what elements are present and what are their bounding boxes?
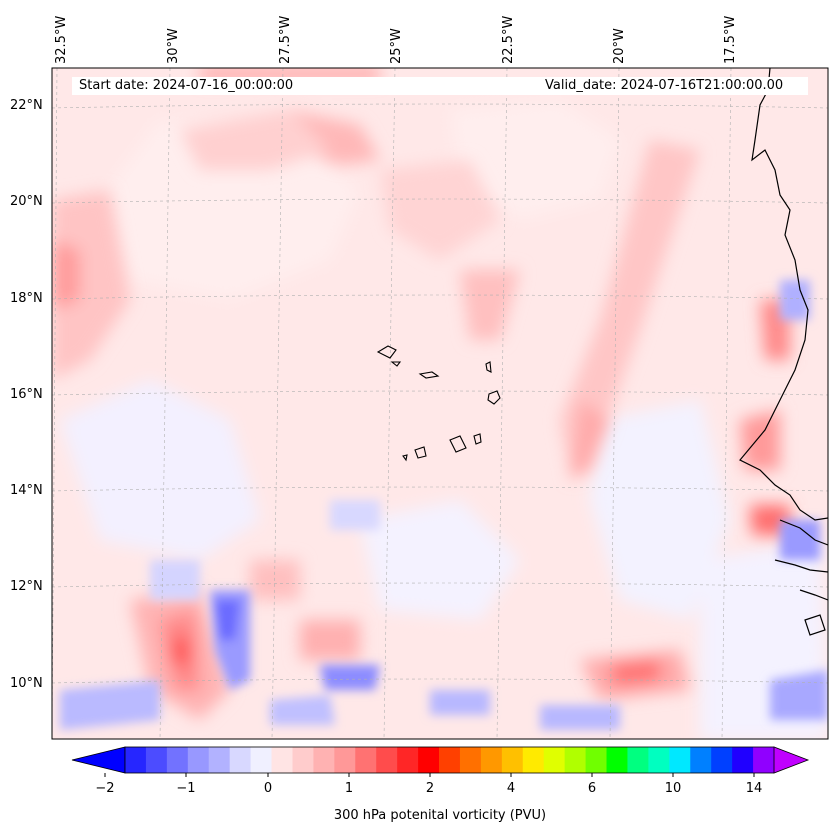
- lon-label-27-5w: 27.5°W: [278, 15, 293, 64]
- lon-label-25w: 25°W: [389, 28, 404, 64]
- colorbar-max-extend: [773, 746, 810, 774]
- colorbar-swatch: [585, 747, 608, 773]
- lat-label-20n: 20°N: [10, 194, 43, 209]
- colorbar-tick-label: −1: [176, 781, 196, 796]
- pv-field-positive-areas: [52, 68, 790, 720]
- colorbar-swatch: [397, 747, 419, 773]
- cape-verde-islands: [376, 345, 501, 462]
- colorbar-swatch: [480, 747, 503, 773]
- colorbar-frame: [124, 746, 775, 774]
- colorbar-swatch: [271, 747, 293, 773]
- colorbar-swatch: [376, 747, 398, 773]
- colorbar-swatch: [543, 747, 566, 773]
- colorbar-swatch: [125, 747, 147, 773]
- colorbar-swatch: [355, 747, 377, 773]
- date-banner: [72, 77, 808, 95]
- lat-label-18n: 18°N: [10, 291, 43, 306]
- start-date-label: Start date: 2024-07-16_00:00:00: [79, 78, 294, 93]
- lon-label-17-5w: 17.5°W: [723, 15, 738, 64]
- colorbar-swatch: [522, 747, 545, 773]
- lon-label-20w: 20°W: [612, 28, 627, 64]
- colorbar-swatch: [753, 747, 775, 773]
- colorbar-tick-label: 4: [506, 781, 516, 796]
- colorbar-swatch: [208, 747, 231, 773]
- colorbar-swatch: [250, 747, 273, 773]
- colorbar-tick-label: 6: [587, 781, 597, 796]
- colorbar-swatch: [711, 747, 733, 773]
- colorbar-swatch: [732, 747, 754, 773]
- colorbar-swatch: [501, 747, 524, 773]
- colorbar-swatch: [292, 747, 314, 773]
- lat-label-22n: 22°N: [10, 98, 43, 113]
- graticule: [52, 68, 828, 739]
- colorbar-swatch: [564, 747, 587, 773]
- colorbar-swatch: [187, 747, 210, 773]
- lon-label-22-5w: 22.5°W: [501, 15, 516, 64]
- colorbar-swatch: [334, 747, 356, 773]
- colorbar-swatch: [606, 747, 628, 773]
- colorbar-swatch: [166, 747, 189, 773]
- colorbar-swatch: [690, 747, 712, 773]
- colorbar-swatch: [229, 747, 252, 773]
- lat-label-16n: 16°N: [10, 387, 43, 402]
- map-frame: [51, 67, 829, 740]
- colorbar-swatch: [418, 747, 440, 773]
- colorbar-swatch: [627, 747, 649, 773]
- lon-label-32-5w: 32.5°W: [54, 15, 69, 64]
- colorbar-swatch: [669, 747, 691, 773]
- lat-label-14n: 14°N: [10, 483, 43, 498]
- colorbar-tick-label: −2: [95, 781, 115, 796]
- colorbar-tick-label: 1: [344, 781, 354, 796]
- lat-label-12n: 12°N: [10, 579, 43, 594]
- colorbar-swatch: [459, 747, 482, 773]
- colorbar-swatch: [648, 747, 670, 773]
- colorbar-min-extend: [71, 746, 126, 774]
- valid-date-label: Valid_date: 2024-07-16T21:00:00.00: [545, 78, 784, 93]
- coastline: [739, 68, 828, 636]
- colorbar-swatch: [313, 747, 335, 773]
- colorbar: [71, 746, 810, 777]
- colorbar-swatch: [439, 747, 461, 773]
- colorbar-tick-label: 14: [745, 781, 763, 796]
- colorbar-tick-label: 0: [263, 781, 273, 796]
- lon-label-30w: 30°W: [166, 28, 181, 64]
- colorbar-tick-label: 10: [664, 781, 682, 796]
- colorbar-swatch: [145, 747, 168, 773]
- lat-label-10n: 10°N: [10, 676, 43, 691]
- colorbar-title: 300 hPa potenital vorticity (PVU): [333, 808, 547, 823]
- colorbar-tick-label: 2: [425, 781, 435, 796]
